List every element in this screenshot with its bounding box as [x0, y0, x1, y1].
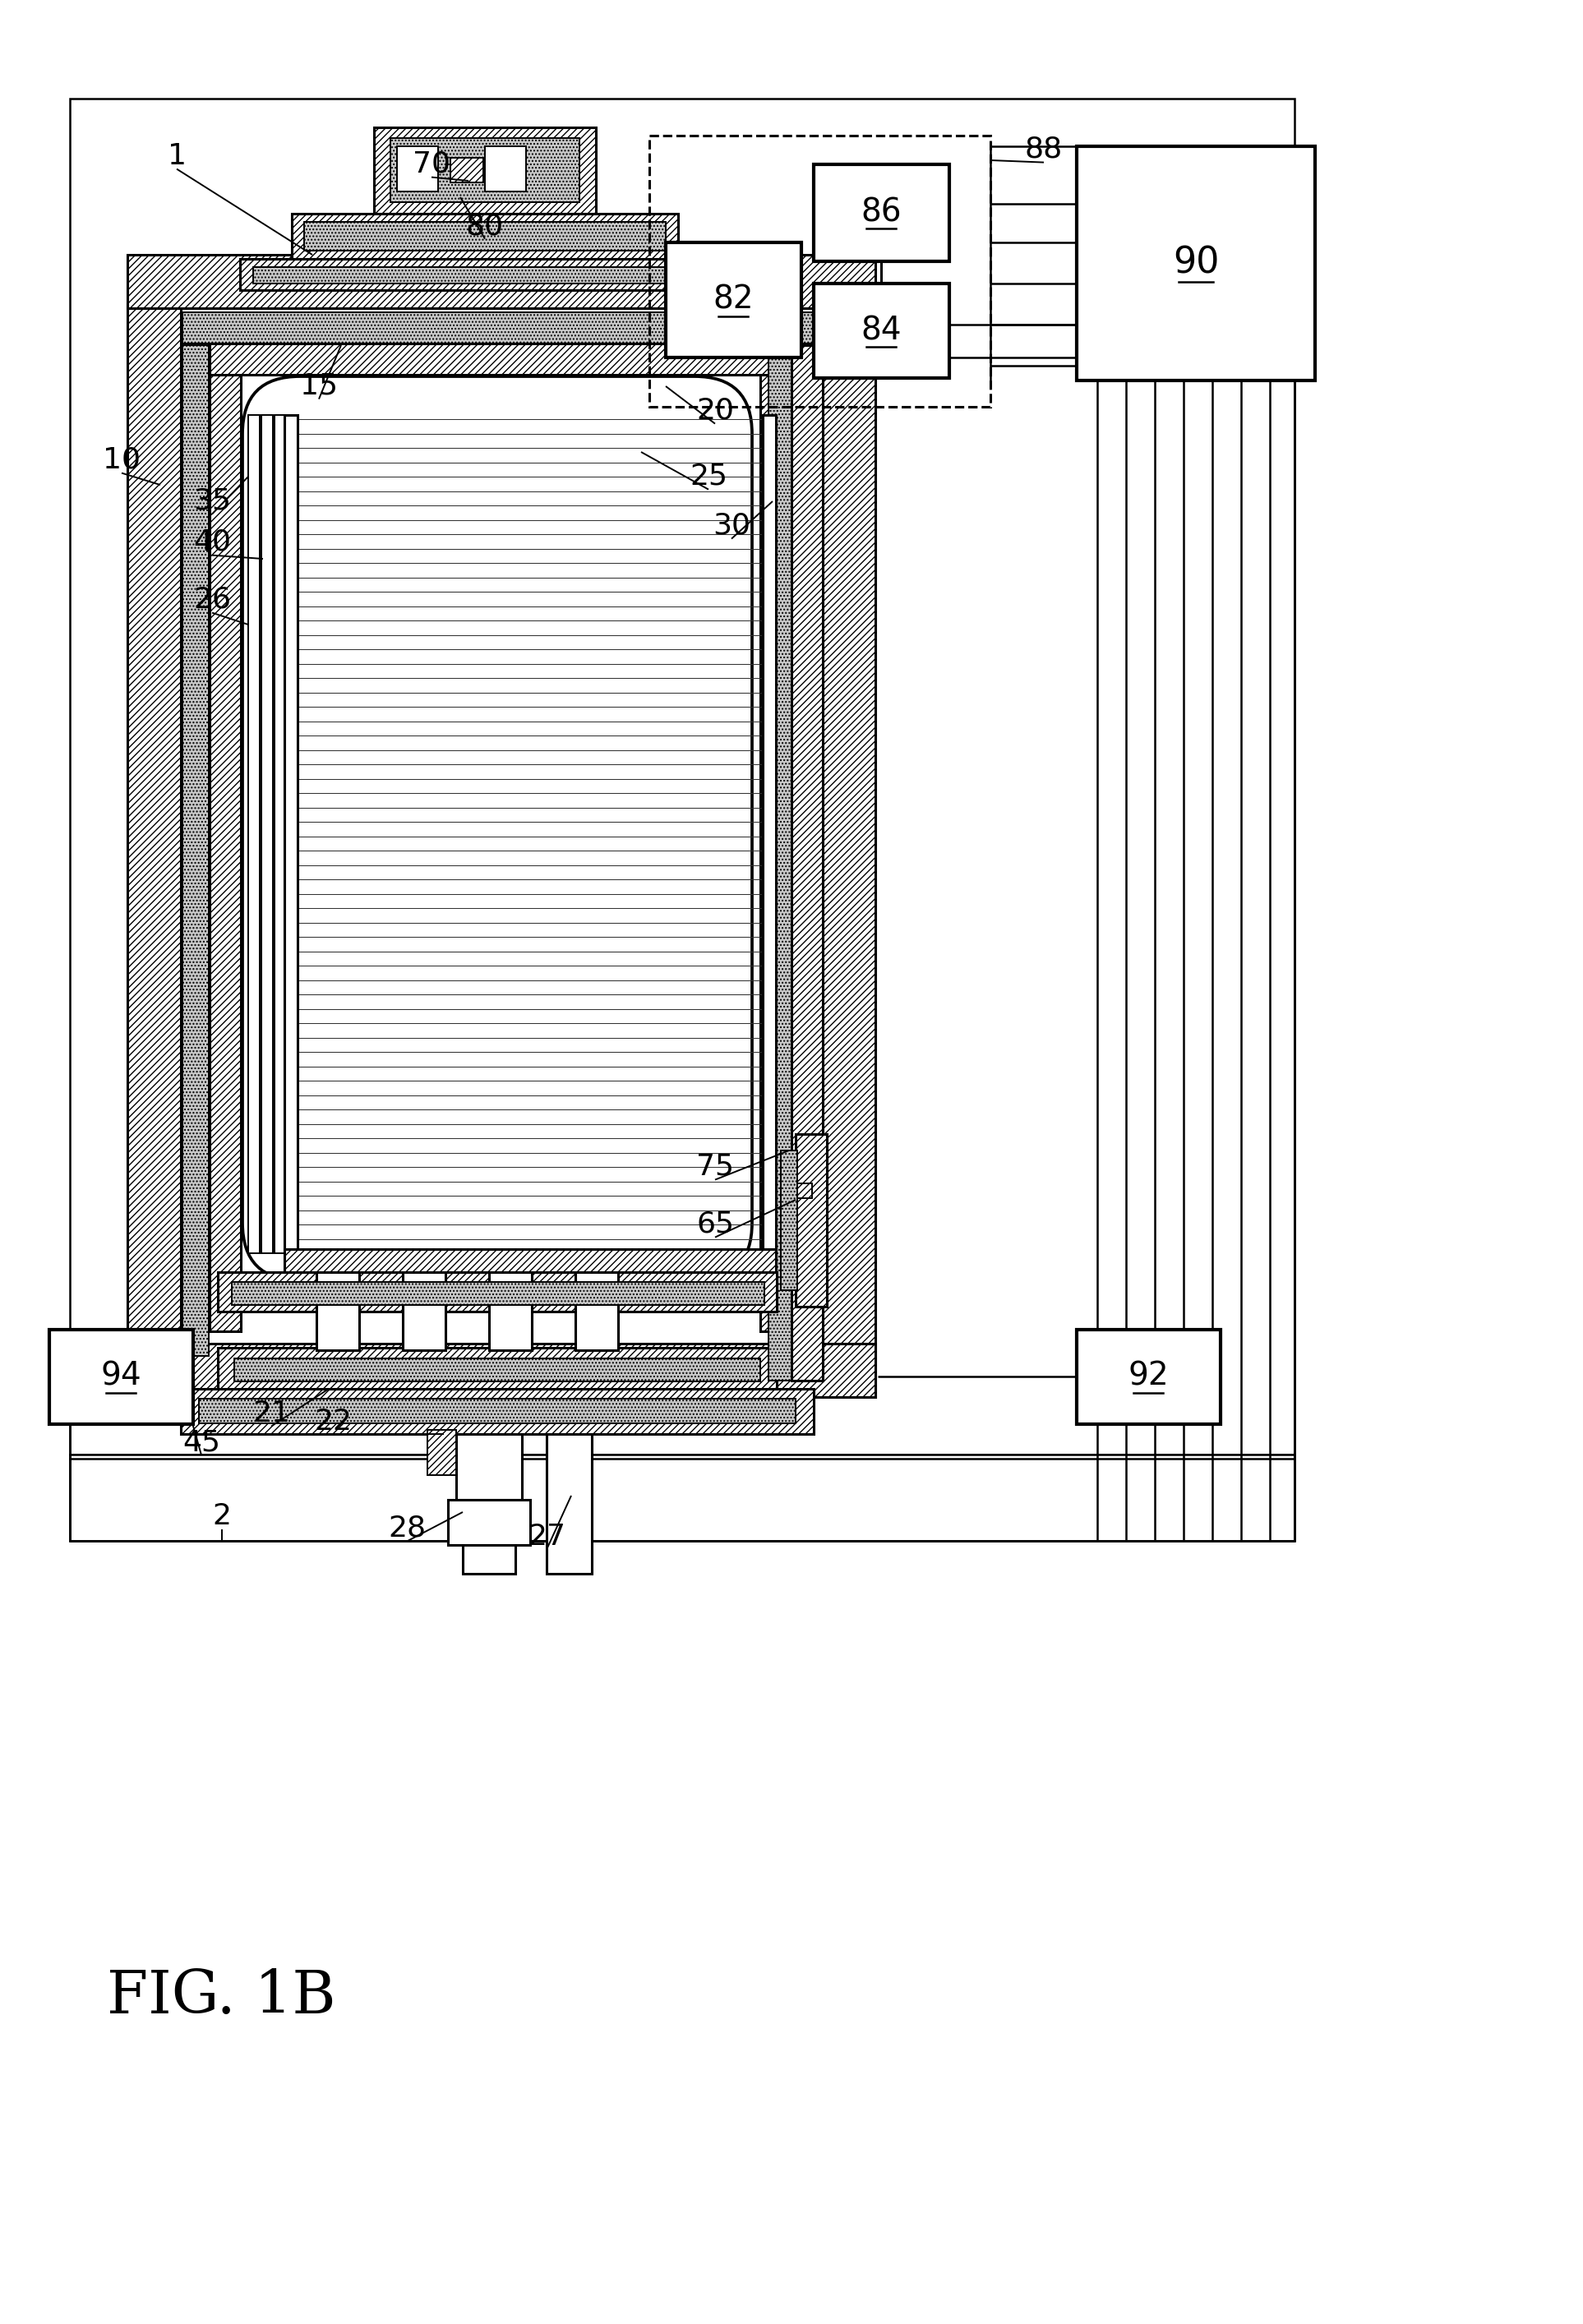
Bar: [253, 267, 720, 284]
Bar: [261, 416, 272, 1253]
Bar: [180, 1390, 814, 1434]
Text: 90: 90: [1173, 246, 1219, 281]
Bar: [218, 1348, 777, 1390]
Bar: [451, 158, 483, 184]
Text: 28: 28: [388, 1515, 426, 1543]
Bar: [231, 1283, 765, 1306]
Bar: [780, 1150, 798, 1290]
Bar: [218, 1271, 777, 1311]
Text: 94: 94: [100, 1362, 141, 1392]
Bar: [317, 1271, 359, 1350]
Bar: [427, 1429, 456, 1476]
Text: 82: 82: [712, 284, 754, 316]
Text: 86: 86: [861, 198, 901, 228]
Bar: [182, 311, 820, 344]
Text: 45: 45: [182, 1429, 220, 1457]
Bar: [814, 284, 950, 379]
Text: 40: 40: [193, 528, 231, 555]
Bar: [822, 304, 875, 1397]
Bar: [575, 1271, 617, 1350]
Bar: [291, 214, 678, 258]
Bar: [763, 416, 776, 1248]
Bar: [391, 137, 579, 202]
Text: 30: 30: [712, 511, 750, 539]
Bar: [796, 1134, 826, 1306]
Bar: [127, 1343, 875, 1397]
Bar: [274, 416, 285, 1253]
Text: 26: 26: [193, 586, 231, 614]
Text: 35: 35: [193, 488, 231, 516]
Bar: [180, 304, 822, 1397]
Text: 15: 15: [301, 372, 337, 400]
Bar: [241, 258, 733, 290]
Text: 27: 27: [527, 1522, 565, 1550]
Bar: [1076, 1329, 1220, 1425]
Bar: [70, 98, 1295, 1541]
Text: 88: 88: [1024, 135, 1062, 163]
Bar: [456, 1434, 522, 1499]
Bar: [546, 1434, 592, 1573]
Bar: [374, 128, 595, 214]
Bar: [489, 1271, 532, 1350]
Bar: [285, 1248, 776, 1271]
Bar: [462, 1545, 516, 1573]
Bar: [182, 346, 209, 1355]
Bar: [49, 1329, 193, 1425]
Text: 80: 80: [465, 211, 503, 239]
Text: 92: 92: [1127, 1362, 1168, 1392]
Text: 84: 84: [861, 314, 901, 346]
Text: 1: 1: [168, 142, 187, 170]
Bar: [209, 344, 793, 374]
Bar: [768, 346, 792, 1380]
Bar: [484, 146, 526, 191]
Text: 20: 20: [697, 397, 735, 425]
Bar: [70, 1455, 1295, 1541]
Bar: [304, 221, 666, 251]
Bar: [760, 346, 792, 1332]
Bar: [1076, 146, 1315, 381]
Text: 65: 65: [697, 1211, 735, 1239]
Bar: [666, 242, 801, 358]
Text: 2: 2: [212, 1501, 231, 1529]
Text: 70: 70: [413, 151, 451, 179]
FancyBboxPatch shape: [242, 376, 752, 1281]
Text: 21: 21: [252, 1399, 290, 1427]
Bar: [792, 346, 823, 1380]
Text: 75: 75: [697, 1153, 735, 1181]
Bar: [199, 1399, 796, 1422]
Bar: [814, 165, 950, 260]
Bar: [209, 346, 241, 1332]
Text: FIG. 1B: FIG. 1B: [106, 1968, 336, 2027]
Bar: [249, 416, 260, 1253]
Bar: [127, 256, 875, 309]
Text: 22: 22: [313, 1408, 351, 1436]
Bar: [798, 1183, 812, 1199]
Bar: [397, 146, 438, 191]
Text: 25: 25: [690, 462, 728, 490]
Bar: [127, 304, 180, 1397]
Bar: [649, 135, 991, 407]
Bar: [160, 1380, 184, 1399]
Bar: [793, 346, 820, 1355]
Bar: [285, 416, 298, 1248]
Bar: [402, 1271, 445, 1350]
Bar: [70, 1455, 1295, 1459]
Bar: [448, 1499, 530, 1545]
Text: 10: 10: [103, 446, 141, 474]
Bar: [234, 1360, 760, 1380]
